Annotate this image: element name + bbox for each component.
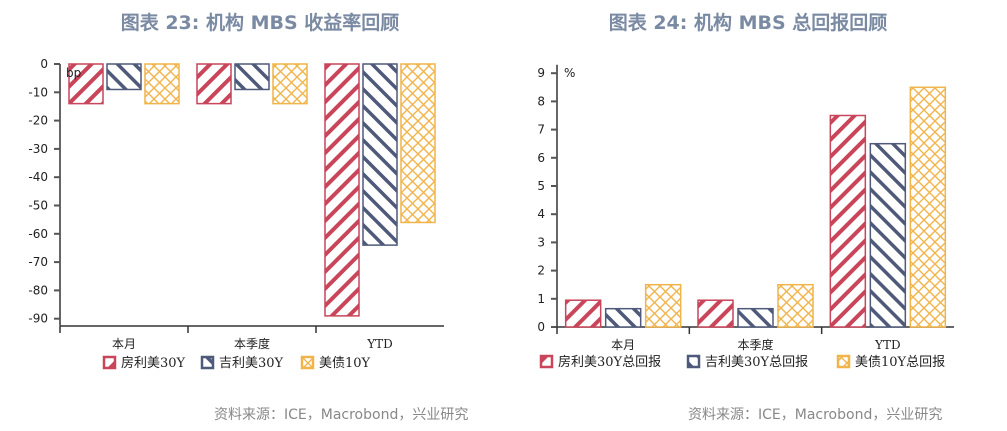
left-source-note: 资料来源：ICE，Macrobond，兴业研究 <box>214 407 469 423</box>
y-tick-label: 9 <box>537 66 545 80</box>
y-tick-label: 0 <box>40 57 48 71</box>
legend-label: 吉利美30Y总回报 <box>705 355 808 370</box>
y-tick-label: -30 <box>28 142 48 156</box>
bar <box>564 299 602 328</box>
x-category-label: 本季度 <box>234 336 270 351</box>
bar <box>196 63 232 105</box>
y-tick-label: -20 <box>28 114 48 128</box>
bar <box>697 299 734 328</box>
bar <box>234 63 270 91</box>
bar <box>909 86 947 328</box>
bar <box>829 114 867 328</box>
bar <box>272 63 308 105</box>
y-tick-label: 5 <box>537 179 545 193</box>
unit-label: % <box>564 66 575 80</box>
y-tick-label: -60 <box>28 227 48 241</box>
legend-label: 吉利美30Y <box>219 356 284 371</box>
legend-swatch <box>200 355 215 370</box>
bar <box>644 283 682 328</box>
x-category-label: 本季度 <box>737 337 773 352</box>
legend-swatch <box>686 354 701 369</box>
legend-label: 美债10Y <box>319 356 371 371</box>
y-tick-label: 1 <box>537 292 545 306</box>
y-tick-label: 3 <box>537 235 545 249</box>
y-tick-label: -10 <box>28 85 48 99</box>
x-category-label: 本月 <box>112 337 136 351</box>
bar <box>400 63 436 224</box>
right-bar-chart: 0 1 2 3 4 5 6 7 8 9 本月 本季度 YTD% 房利美30Y总回报 吉利美30Y总回报 美债1… <box>537 64 954 370</box>
left-bar-chart: 0 -10 -20 -30 -40 -50 -60 -70 -80 -90 本月 本季度 YTD bp 房利… <box>28 57 444 371</box>
legend-label: 房利美30Y <box>121 355 186 371</box>
x-category-label: YTD <box>874 338 901 352</box>
bar <box>362 63 398 246</box>
y-tick-label: 2 <box>537 264 545 278</box>
legend-swatch <box>836 354 851 369</box>
legend-swatch <box>539 354 554 369</box>
bar <box>68 63 104 105</box>
y-tick-label: -40 <box>28 170 48 184</box>
y-tick-label: 8 <box>537 94 545 108</box>
bar <box>869 142 907 328</box>
y-tick-label: 0 <box>537 320 545 334</box>
unit-label: bp <box>66 66 81 80</box>
y-tick-label: 7 <box>537 123 545 137</box>
y-tick-label: -80 <box>28 283 48 297</box>
bar <box>737 307 774 328</box>
y-tick-label: -50 <box>28 199 48 213</box>
right-source-note: 资料来源：ICE，Macrobond，兴业研究 <box>688 407 943 423</box>
bar <box>777 283 814 328</box>
y-tick-label: -70 <box>28 255 48 269</box>
bar <box>324 63 360 317</box>
bar <box>144 63 180 105</box>
legend-label: 房利美30Y总回报 <box>558 354 661 370</box>
bar <box>106 63 142 91</box>
right-chart-title: 图表 24: 机构 MBS 总回报回顾 <box>608 12 888 34</box>
left-chart-title: 图表 23: 机构 MBS 收益率回顾 <box>120 12 400 34</box>
legend-label: 美债10Y总回报 <box>855 355 945 370</box>
legend-swatch <box>300 355 315 370</box>
bar <box>604 307 642 328</box>
y-tick-label: 6 <box>537 151 545 165</box>
y-tick-label: -90 <box>28 312 48 326</box>
x-category-label: YTD <box>366 337 393 351</box>
x-category-label: 本月 <box>611 338 635 352</box>
y-tick-label: 4 <box>537 207 545 221</box>
legend-swatch <box>102 355 117 370</box>
